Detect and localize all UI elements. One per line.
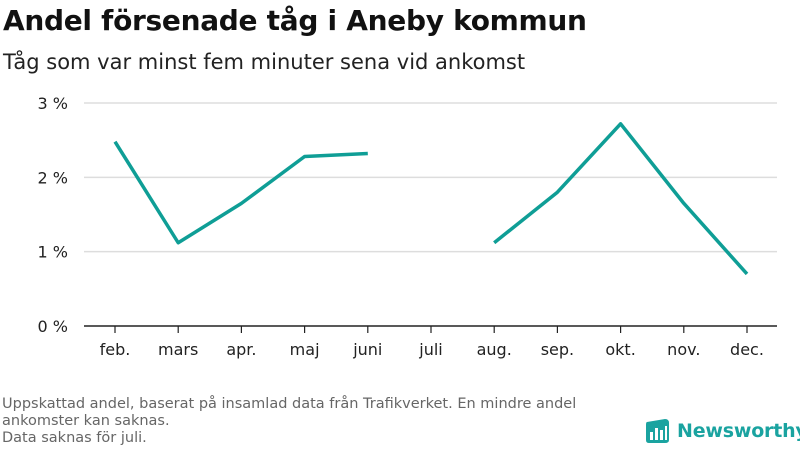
x-tick-label: aug. [477, 340, 512, 359]
series-line [113, 140, 368, 245]
chart-subtitle: Tåg som var minst fem minuter sena vid a… [3, 50, 526, 74]
x-tick-label: feb. [100, 340, 131, 359]
brand: Newsworthy [645, 418, 800, 444]
x-tick-label: nov. [667, 340, 700, 359]
y-tick-label: 2 % [38, 168, 68, 187]
newsworthy-logo-icon [646, 419, 669, 443]
y-tick-label: 3 % [38, 94, 68, 113]
chart-title: Andel försenade tåg i Aneby kommun [3, 4, 587, 37]
brand-name: Newsworthy [677, 420, 800, 442]
x-tick-label: apr. [226, 340, 256, 359]
x-tick-label: maj [290, 340, 320, 359]
y-tick-label: 0 % [38, 317, 68, 336]
x-tick-label: juli [418, 340, 442, 359]
x-tick-label: juni [352, 340, 382, 359]
line-chart: 0 % 1 % 2 % 3 % feb. mars apr. maj juni juli aug. s… [38, 94, 777, 359]
series-line [493, 122, 749, 276]
x-tick-label: mars [158, 340, 198, 359]
footnote: Uppskattad andel, baserat på insamlad da… [2, 396, 642, 447]
x-tick-label: okt. [605, 340, 635, 359]
footnote-missing-data: Data saknas för juli. [2, 430, 147, 446]
footnote-source: Uppskattad andel, baserat på insamlad da… [2, 396, 577, 429]
y-tick-label: 1 % [38, 243, 68, 262]
x-tick-label: sep. [541, 340, 574, 359]
x-tick-label: dec. [730, 340, 764, 359]
